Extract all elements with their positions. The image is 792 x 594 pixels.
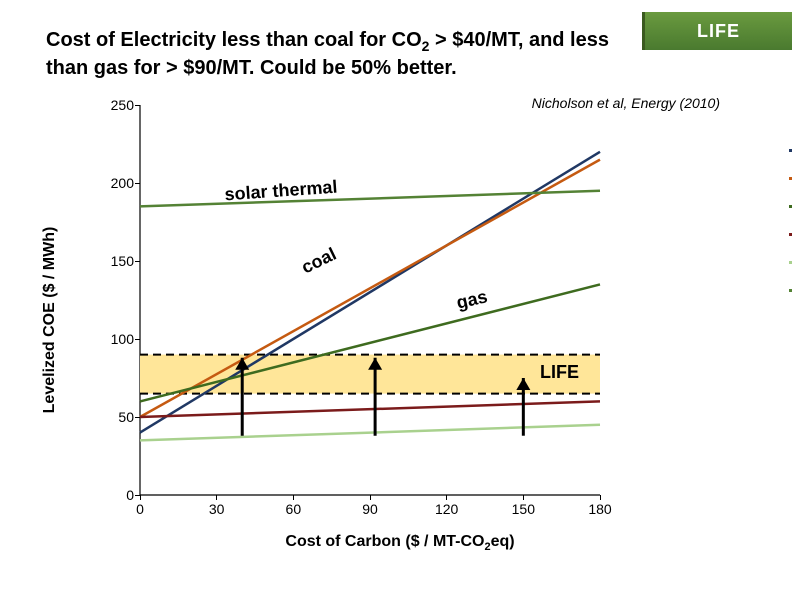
legend-item: Nuclear FOAK (789, 229, 792, 239)
legend-swatch (789, 233, 792, 236)
y-tick-label: 100 (104, 331, 134, 347)
plot-area: 0501001502002500306090120150180 solar th… (140, 105, 600, 495)
x-tick-label: 0 (136, 501, 144, 517)
legend-item: Nuclear NOAK (789, 257, 792, 267)
life-badge: LIFE (642, 12, 792, 50)
y-tick-label: 0 (104, 487, 134, 503)
y-tick-label: 250 (104, 97, 134, 113)
y-tick-label: 50 (104, 409, 134, 425)
x-tick-label: 150 (512, 501, 535, 517)
legend-swatch (789, 205, 792, 208)
page-title: Cost of Electricity less than coal for C… (46, 28, 626, 81)
y-axis-label: Levelized COE ($ / MWh) (41, 227, 59, 414)
legend: Coal w/o CCS IGCC w/o CCS CCGT w/o CCS Nucl… (789, 145, 792, 313)
y-tick-label: 200 (104, 175, 134, 191)
x-axis-label: Cost of Carbon ($ / MT-CO2eq) (285, 533, 514, 553)
y-tick-label: 150 (104, 253, 134, 269)
x-tick-label: 90 (362, 501, 378, 517)
legend-swatch (789, 289, 792, 292)
arrow (235, 358, 249, 436)
legend-item: CCGT w/o CCS (789, 201, 792, 211)
series-line (140, 425, 600, 441)
x-tick-label: 120 (435, 501, 458, 517)
x-tick-label: 180 (588, 501, 611, 517)
legend-swatch (789, 149, 792, 152)
legend-swatch (789, 261, 792, 264)
life-band-label: LIFE (540, 362, 579, 383)
legend-swatch (789, 177, 792, 180)
legend-item: IGCC w/o CCS (789, 173, 792, 183)
series-line (140, 401, 600, 417)
legend-item: Solar Thermal (789, 285, 792, 295)
chart: Levelized COE ($ / MWh) Cost of Carbon (… (60, 95, 740, 545)
legend-item: Coal w/o CCS (789, 145, 792, 155)
arrow (368, 358, 382, 436)
x-tick-label: 60 (286, 501, 302, 517)
x-tick-label: 30 (209, 501, 225, 517)
